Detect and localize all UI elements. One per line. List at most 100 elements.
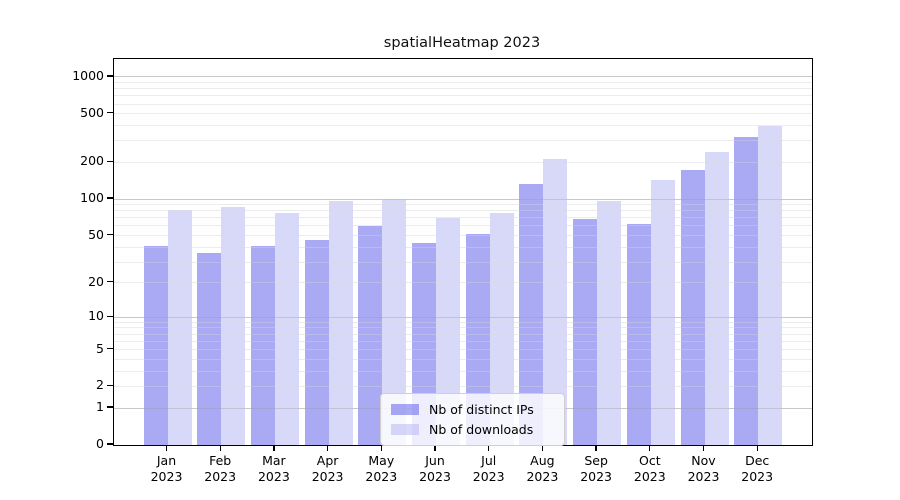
gridline-20 [114, 282, 812, 284]
y-tick-mark-50 [107, 233, 113, 236]
gridline-5 [114, 349, 812, 351]
y-tick-label-50: 50 [88, 226, 104, 242]
y-tick-mark-2 [107, 384, 113, 387]
y-tick-mark-1000 [107, 75, 113, 77]
gridline-2 [114, 385, 812, 387]
bar-downloads-Oct [650, 180, 675, 445]
x-tick-label-Dec: Dec 2023 [727, 453, 787, 485]
gridline-30 [114, 261, 812, 263]
x-tick-month: Jul [481, 453, 497, 468]
gridline-600 [114, 103, 812, 105]
gridline-900 [114, 82, 812, 84]
x-tick-month: Jan [156, 453, 177, 468]
y-tick-label-10: 10 [88, 308, 104, 324]
x-tick-label-Jan: Jan 2023 [137, 453, 197, 485]
x-tick-mark-Dec [756, 445, 758, 451]
gridline-90 [114, 204, 812, 206]
gridline-50 [114, 235, 812, 237]
chart-title: spatialHeatmap 2023 [383, 35, 541, 51]
x-tick-mark-Apr [326, 445, 329, 451]
x-tick-year: 2023 [741, 469, 774, 484]
legend-swatch-distinct-ips [391, 403, 419, 415]
y-tick-label-200: 200 [80, 153, 104, 169]
gridline-500 [114, 113, 812, 115]
gridline-100 [114, 198, 812, 200]
y-tick-mark-20 [107, 281, 113, 283]
x-tick-year: 2023 [150, 469, 183, 484]
y-tick-label-100: 100 [80, 190, 104, 206]
gridline-70 [114, 217, 812, 219]
x-tick-mark-Nov [702, 445, 705, 451]
x-tick-month: Aug [530, 453, 555, 468]
x-tick-month: Dec [745, 453, 770, 468]
y-tick-label-5: 5 [96, 340, 104, 356]
x-tick-label-Feb: Feb 2023 [190, 453, 250, 485]
x-tick-year: 2023 [311, 469, 344, 484]
x-tick-label-Aug: Aug 2023 [512, 453, 572, 485]
gridline-200 [114, 161, 812, 163]
x-tick-mark-Mar [273, 445, 275, 451]
gridline-8 [114, 327, 812, 329]
gridlines-front [114, 59, 812, 445]
gridline-4 [114, 358, 812, 360]
x-tick-label-Jun: Jun 2023 [405, 453, 465, 485]
y-tick-label-20: 20 [88, 273, 104, 289]
gridline-6 [114, 340, 812, 342]
gridline-10 [114, 316, 812, 318]
y-tick-label-1: 1 [96, 399, 104, 415]
x-tick-year: 2023 [687, 469, 720, 484]
gridline-700 [114, 95, 812, 97]
y-tick-mark-200 [107, 160, 113, 163]
gridline-4 [114, 358, 812, 360]
gridline-3 [114, 370, 812, 372]
gridline-500 [114, 113, 812, 115]
bar-downloads-Nov [704, 151, 729, 445]
bar-distinct-ips-May [358, 225, 383, 445]
bar-distinct-ips-Jan [143, 245, 168, 445]
x-tick-year: 2023 [365, 469, 398, 484]
x-tick-month: Sep [584, 453, 608, 468]
y-tick-mark-1 [107, 406, 113, 408]
gridline-9 [114, 321, 812, 323]
bar-distinct-ips-Mar [250, 245, 275, 445]
bar-downloads-Jan [167, 210, 192, 445]
x-tick-label-Mar: Mar 2023 [244, 453, 304, 485]
x-tick-label-Jul: Jul 2023 [459, 453, 519, 485]
x-tick-mark-Jul [488, 445, 490, 451]
gridline-80 [114, 210, 812, 212]
gridline-10 [114, 316, 812, 318]
y-tick-mark-5 [107, 347, 113, 350]
x-tick-year: 2023 [204, 469, 237, 484]
gridline-700 [114, 95, 812, 97]
bar-distinct-ips-Sep [573, 218, 598, 445]
gridline-600 [114, 103, 812, 105]
gridline-400 [114, 125, 812, 127]
x-tick-year: 2023 [633, 469, 666, 484]
gridline-5 [114, 349, 812, 351]
gridline-7 [114, 333, 812, 335]
gridline-1000 [114, 76, 812, 78]
x-tick-label-Sep: Sep 2023 [566, 453, 626, 485]
x-tick-mark-Sep [595, 445, 597, 451]
y-tick-label-500: 500 [80, 104, 104, 120]
legend-row-distinct-ips: Nb of distinct IPs [391, 399, 554, 419]
x-tick-label-Oct: Oct 2023 [620, 453, 680, 485]
gridline-300 [114, 140, 812, 142]
gridline-90 [114, 204, 812, 206]
x-tick-label-Nov: Nov 2023 [674, 453, 734, 485]
bar-distinct-ips-Dec [734, 136, 759, 445]
x-tick-month: Apr [316, 453, 339, 468]
legend-label-downloads: Nb of downloads [429, 421, 534, 437]
x-tick-mark-May [380, 445, 382, 451]
bar-distinct-ips-Feb [197, 252, 222, 445]
x-tick-mark-Jan [165, 445, 168, 451]
gridline-6 [114, 340, 812, 342]
legend: Nb of distinct IPs Nb of downloads [380, 393, 565, 446]
gridline-2 [114, 385, 812, 387]
gridline-8 [114, 327, 812, 329]
x-tick-mark-Jun [434, 445, 436, 451]
gridline-200 [114, 161, 812, 163]
gridline-60 [114, 225, 812, 227]
x-tick-month: May [368, 453, 395, 468]
legend-row-downloads: Nb of downloads [391, 419, 554, 439]
